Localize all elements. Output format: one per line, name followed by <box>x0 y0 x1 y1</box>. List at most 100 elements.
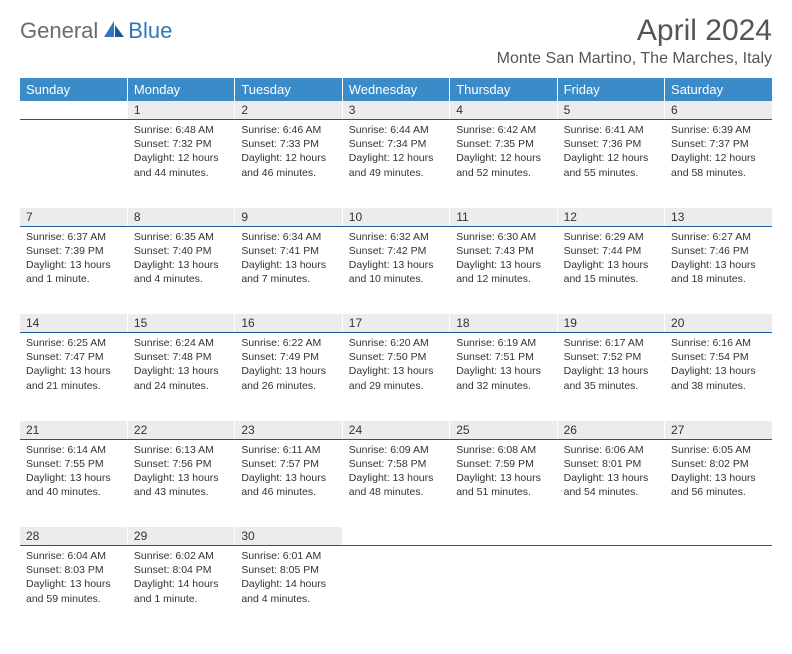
day-number: 15 <box>128 314 234 332</box>
calendar-table: SundayMondayTuesdayWednesdayThursdayFrid… <box>20 78 772 634</box>
sunset: Sunset: 7:43 PM <box>456 244 550 258</box>
weekday-header: Saturday <box>665 78 772 101</box>
day-number: 2 <box>235 101 341 119</box>
day-number: 10 <box>343 208 449 226</box>
weekday-header: Monday <box>127 78 234 101</box>
sunrise: Sunrise: 6:32 AM <box>349 230 443 244</box>
day-content: Sunrise: 6:39 AMSunset: 7:37 PMDaylight:… <box>665 120 772 186</box>
day-cell <box>20 120 127 208</box>
day-number: 27 <box>665 421 772 439</box>
day-cell: Sunrise: 6:27 AMSunset: 7:46 PMDaylight:… <box>665 226 772 314</box>
day-number: 4 <box>450 101 556 119</box>
month-title: April 2024 <box>497 14 772 48</box>
day-content: Sunrise: 6:27 AMSunset: 7:46 PMDaylight:… <box>665 227 772 293</box>
day-number: 16 <box>235 314 341 332</box>
sunrise: Sunrise: 6:13 AM <box>134 443 228 457</box>
day-number: 5 <box>558 101 664 119</box>
day-number: 12 <box>558 208 664 226</box>
sunset: Sunset: 7:59 PM <box>456 457 550 471</box>
sunrise: Sunrise: 6:24 AM <box>134 336 228 350</box>
sunset: Sunset: 8:04 PM <box>134 563 228 577</box>
day-cell: Sunrise: 6:29 AMSunset: 7:44 PMDaylight:… <box>557 226 664 314</box>
sunset: Sunset: 7:34 PM <box>349 137 443 151</box>
week-row: Sunrise: 6:48 AMSunset: 7:32 PMDaylight:… <box>20 120 772 208</box>
day-number <box>558 527 664 531</box>
daylight: Daylight: 13 hours and 7 minutes. <box>241 258 335 286</box>
day-number: 24 <box>343 421 449 439</box>
sunset: Sunset: 7:51 PM <box>456 350 550 364</box>
day-number-cell: 18 <box>450 314 557 333</box>
logo-text-general: General <box>20 18 98 44</box>
sunrise: Sunrise: 6:06 AM <box>564 443 658 457</box>
day-content: Sunrise: 6:11 AMSunset: 7:57 PMDaylight:… <box>235 440 341 506</box>
day-number: 20 <box>665 314 772 332</box>
day-number: 30 <box>235 527 341 545</box>
day-cell: Sunrise: 6:13 AMSunset: 7:56 PMDaylight:… <box>127 439 234 527</box>
daylight: Daylight: 13 hours and 59 minutes. <box>26 577 121 605</box>
day-cell: Sunrise: 6:16 AMSunset: 7:54 PMDaylight:… <box>665 333 772 421</box>
day-content: Sunrise: 6:48 AMSunset: 7:32 PMDaylight:… <box>128 120 234 186</box>
daylight: Daylight: 13 hours and 48 minutes. <box>349 471 443 499</box>
day-cell: Sunrise: 6:08 AMSunset: 7:59 PMDaylight:… <box>450 439 557 527</box>
day-cell <box>450 546 557 634</box>
day-content: Sunrise: 6:29 AMSunset: 7:44 PMDaylight:… <box>558 227 664 293</box>
day-number: 21 <box>20 421 127 439</box>
day-number-cell: 7 <box>20 208 127 227</box>
day-number-cell: 15 <box>127 314 234 333</box>
day-content: Sunrise: 6:01 AMSunset: 8:05 PMDaylight:… <box>235 546 341 612</box>
sunset: Sunset: 7:54 PM <box>671 350 766 364</box>
sunrise: Sunrise: 6:37 AM <box>26 230 121 244</box>
sunset: Sunset: 8:05 PM <box>241 563 335 577</box>
daynum-row: 123456 <box>20 101 772 120</box>
day-content: Sunrise: 6:46 AMSunset: 7:33 PMDaylight:… <box>235 120 341 186</box>
title-block: April 2024 Monte San Martino, The Marche… <box>497 14 772 68</box>
daylight: Daylight: 12 hours and 55 minutes. <box>564 151 658 179</box>
sunrise: Sunrise: 6:41 AM <box>564 123 658 137</box>
logo-sail-icon <box>102 19 126 44</box>
day-number-cell <box>665 527 772 546</box>
sunrise: Sunrise: 6:19 AM <box>456 336 550 350</box>
daynum-row: 78910111213 <box>20 208 772 227</box>
day-number <box>665 527 772 531</box>
day-number-cell: 29 <box>127 527 234 546</box>
day-content: Sunrise: 6:42 AMSunset: 7:35 PMDaylight:… <box>450 120 556 186</box>
sunrise: Sunrise: 6:02 AM <box>134 549 228 563</box>
day-cell: Sunrise: 6:35 AMSunset: 7:40 PMDaylight:… <box>127 226 234 314</box>
day-cell: Sunrise: 6:41 AMSunset: 7:36 PMDaylight:… <box>557 120 664 208</box>
location: Monte San Martino, The Marches, Italy <box>497 50 772 68</box>
sunset: Sunset: 7:58 PM <box>349 457 443 471</box>
day-number-cell: 3 <box>342 101 449 120</box>
weekday-header: Tuesday <box>235 78 342 101</box>
calendar-body: 123456Sunrise: 6:48 AMSunset: 7:32 PMDay… <box>20 101 772 634</box>
day-cell: Sunrise: 6:25 AMSunset: 7:47 PMDaylight:… <box>20 333 127 421</box>
day-number: 17 <box>343 314 449 332</box>
day-number-cell <box>450 527 557 546</box>
day-number: 8 <box>128 208 234 226</box>
day-content: Sunrise: 6:13 AMSunset: 7:56 PMDaylight:… <box>128 440 234 506</box>
day-number-cell: 24 <box>342 421 449 440</box>
sunrise: Sunrise: 6:34 AM <box>241 230 335 244</box>
sunset: Sunset: 7:57 PM <box>241 457 335 471</box>
day-cell: Sunrise: 6:04 AMSunset: 8:03 PMDaylight:… <box>20 546 127 634</box>
sunrise: Sunrise: 6:46 AM <box>241 123 335 137</box>
day-content: Sunrise: 6:02 AMSunset: 8:04 PMDaylight:… <box>128 546 234 612</box>
day-content: Sunrise: 6:30 AMSunset: 7:43 PMDaylight:… <box>450 227 556 293</box>
day-number-cell: 1 <box>127 101 234 120</box>
day-number-cell: 16 <box>235 314 342 333</box>
sunset: Sunset: 7:44 PM <box>564 244 658 258</box>
daylight: Daylight: 12 hours and 49 minutes. <box>349 151 443 179</box>
daylight: Daylight: 13 hours and 43 minutes. <box>134 471 228 499</box>
sunrise: Sunrise: 6:30 AM <box>456 230 550 244</box>
header: General Blue April 2024 Monte San Martin… <box>20 14 772 68</box>
day-number-cell: 28 <box>20 527 127 546</box>
sunrise: Sunrise: 6:25 AM <box>26 336 121 350</box>
daylight: Daylight: 13 hours and 4 minutes. <box>134 258 228 286</box>
sunrise: Sunrise: 6:17 AM <box>564 336 658 350</box>
day-number-cell: 12 <box>557 208 664 227</box>
sunrise: Sunrise: 6:44 AM <box>349 123 443 137</box>
sunrise: Sunrise: 6:27 AM <box>671 230 766 244</box>
daynum-row: 14151617181920 <box>20 314 772 333</box>
sunrise: Sunrise: 6:22 AM <box>241 336 335 350</box>
day-content: Sunrise: 6:04 AMSunset: 8:03 PMDaylight:… <box>20 546 127 612</box>
day-number: 25 <box>450 421 556 439</box>
